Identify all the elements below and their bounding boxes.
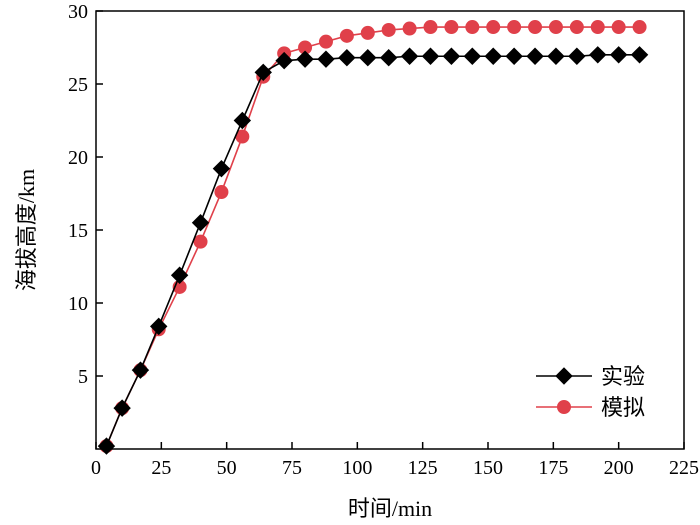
x-axis-label: 时间/min: [348, 496, 432, 521]
series-simulation: [99, 20, 647, 454]
legend-marker: [555, 367, 573, 385]
legend-marker: [557, 400, 571, 414]
data-point: [131, 361, 150, 379]
data-point: [484, 47, 502, 65]
data-point: [379, 49, 398, 67]
data-point: [338, 49, 356, 67]
data-point: [359, 49, 377, 67]
data-point: [233, 111, 252, 130]
data-point: [486, 20, 501, 35]
y-tick-label: 5: [78, 366, 88, 388]
data-point: [423, 20, 438, 35]
data-point: [526, 47, 544, 65]
data-point: [113, 399, 131, 417]
data-point: [463, 47, 482, 65]
data-point: [548, 20, 563, 35]
x-tick-label: 0: [91, 457, 101, 479]
data-point: [381, 22, 396, 37]
data-point: [318, 34, 333, 49]
x-tick-label: 50: [217, 457, 237, 479]
data-point: [589, 46, 607, 64]
data-point: [193, 234, 208, 249]
series-line: [105, 26, 640, 447]
y-tick-label: 30: [68, 1, 88, 23]
data-point: [212, 159, 231, 178]
data-point: [254, 63, 272, 82]
x-tick-label: 125: [408, 457, 438, 479]
data-point: [528, 20, 543, 35]
series-line: [105, 53, 640, 447]
x-tick-label: 75: [282, 457, 302, 479]
series-layer: [97, 20, 649, 455]
data-point: [400, 47, 419, 65]
data-point: [191, 213, 210, 232]
data-point: [547, 47, 565, 65]
data-point: [569, 20, 584, 35]
x-tick-label: 200: [604, 457, 634, 479]
data-point: [630, 46, 649, 64]
data-point: [590, 20, 605, 35]
data-point: [611, 20, 626, 35]
data-point: [339, 28, 354, 43]
data-point: [317, 50, 335, 68]
plot-frame: [95, 10, 685, 450]
data-point: [568, 47, 586, 65]
x-tick-label: 225: [669, 457, 699, 479]
data-point: [465, 20, 480, 35]
x-tick-label: 25: [151, 457, 171, 479]
data-point: [360, 25, 375, 40]
data-point: [505, 47, 523, 65]
legend-entry: 模拟: [536, 395, 645, 420]
data-point: [97, 437, 116, 455]
data-point: [632, 20, 647, 35]
data-point: [507, 20, 522, 35]
axes-layer: 0 25 50 75 100 125 150 175 200 225 5 10 15 20 25 30: [68, 1, 699, 479]
legend-label: 模拟: [601, 395, 645, 420]
y-tick-label: 25: [68, 74, 88, 96]
data-point: [442, 47, 461, 65]
data-point: [402, 21, 417, 36]
data-point: [214, 185, 229, 200]
data-point: [296, 50, 314, 68]
legend-label: 实验: [601, 364, 645, 389]
y-tick-label: 10: [68, 293, 88, 315]
x-tick-label: 150: [473, 457, 503, 479]
data-point: [150, 317, 168, 336]
x-tick-label: 175: [538, 457, 568, 479]
legend-entry: 实验: [536, 364, 645, 389]
data-point: [275, 51, 293, 70]
data-point: [609, 46, 628, 64]
data-point: [421, 47, 440, 65]
series-experiment: [97, 46, 649, 455]
y-axis-label: 海拔高度/km: [14, 169, 39, 291]
y-tick-label: 20: [68, 147, 88, 169]
data-point: [444, 20, 459, 35]
x-tick-label: 100: [342, 457, 372, 479]
y-tick-label: 15: [68, 220, 88, 242]
data-point: [170, 266, 189, 284]
